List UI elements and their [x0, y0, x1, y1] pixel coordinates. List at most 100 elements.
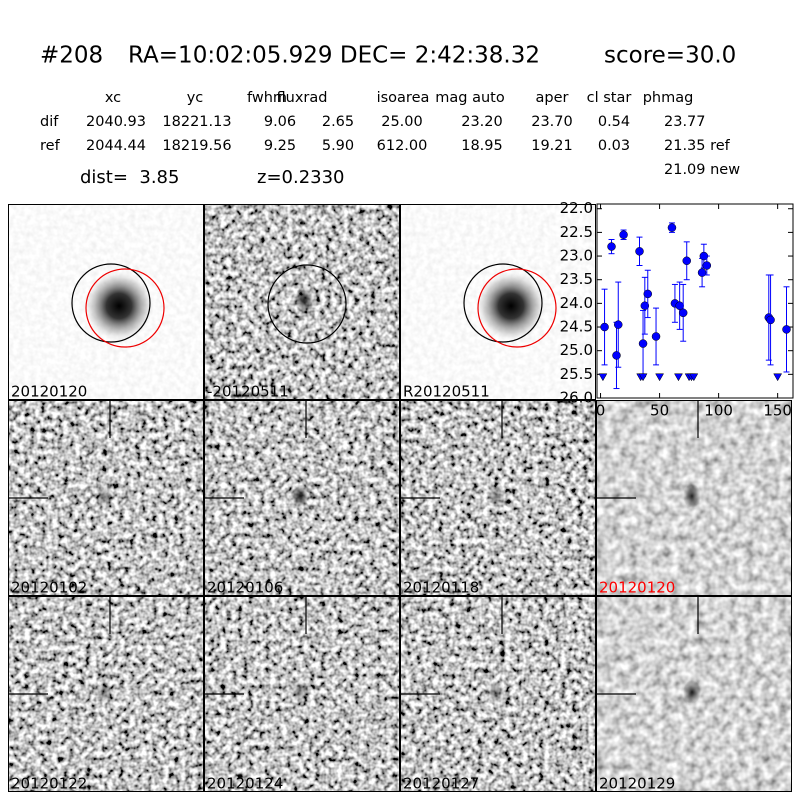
stamp-frame: [596, 596, 792, 792]
phmag-new: 21.09 new: [664, 162, 740, 178]
stamp-label: 20120124: [207, 775, 283, 793]
table-cell: 23.20: [461, 114, 503, 130]
image-stamp: 20120122: [8, 596, 204, 793]
data-point: [638, 339, 648, 348]
image-stamp: 20120106: [204, 400, 400, 597]
upper-limit: [638, 373, 648, 382]
coordinates: RA=10:02:05.929 DEC= 2:42:38.32: [128, 43, 540, 69]
stamp-frame: [204, 400, 400, 596]
image-stamp: 20120129: [596, 596, 792, 793]
table-cell: 18221.13: [162, 114, 231, 130]
redshift: z=0.2330: [257, 167, 345, 188]
stamp-label: R20120511: [403, 383, 490, 401]
image-stamp: 20120118: [400, 400, 596, 597]
y-tick-label: 22.5: [560, 223, 593, 241]
image-stamp: -20120511: [204, 204, 400, 401]
image-stamp: 20120102: [8, 400, 204, 597]
data-point: [600, 322, 609, 332]
stamp-frame: [8, 596, 204, 792]
table-cell: 2044.44: [86, 138, 146, 154]
data-point: [612, 351, 621, 360]
stamp-label: 20120120: [11, 383, 87, 401]
y-tick-label: 24.5: [560, 318, 593, 336]
column-header: mag auto: [435, 90, 505, 106]
stamp-label: 20120106: [207, 579, 283, 597]
data-point: [782, 325, 791, 334]
stamp-label: -20120511: [207, 383, 289, 401]
score: score=30.0: [604, 43, 736, 69]
y-tick-label: 23.0: [560, 247, 593, 265]
data-point: [643, 289, 653, 299]
galaxy: [475, 270, 547, 342]
table-cell: 23.77: [664, 114, 706, 130]
column-header: fluxrad: [277, 90, 328, 106]
aperture-ref: [71, 263, 151, 343]
table-cell: 0.54: [598, 114, 630, 130]
residual: [95, 484, 113, 508]
data-point: [651, 332, 661, 341]
aperture-new: [85, 268, 165, 348]
aperture-new: [477, 268, 557, 348]
data-point: [675, 301, 684, 310]
stamp-frame: [8, 400, 204, 596]
y-tick-label: 25.5: [560, 365, 593, 383]
aperture-ref: [267, 264, 347, 344]
residual: [291, 680, 309, 704]
image-stamp: 20120124: [204, 596, 400, 793]
image-stamp: 20120120: [8, 204, 204, 401]
table-cell: 23.70: [531, 114, 573, 130]
image-stamp: R20120511: [400, 204, 596, 401]
column-header: yc: [187, 90, 204, 106]
table-cell: 9.06: [264, 114, 296, 130]
column-header: aper: [536, 90, 569, 106]
galaxy: [83, 270, 155, 342]
data-point: [619, 230, 628, 240]
upper-limit: [598, 373, 608, 382]
table-cell: 0.03: [598, 138, 630, 154]
residual: [487, 484, 505, 508]
row-label: dif: [40, 114, 59, 130]
stamp-frame: [400, 596, 596, 792]
data-point: [682, 256, 691, 266]
y-tick-label: 25.0: [560, 341, 593, 359]
row-label: ref: [40, 138, 61, 154]
light-curve: 22.0 22.5 23.0 23.5 24.0 24.5 25.0 25.5 26.00 50 1…: [560, 199, 794, 420]
residual: [294, 287, 314, 313]
aperture-ref: [463, 263, 543, 343]
stamp-label: 20120118: [403, 579, 479, 597]
stamp-frame: [596, 400, 792, 596]
stamp-frame: [204, 596, 400, 792]
column-header: xc: [105, 90, 121, 106]
data-point: [667, 223, 677, 232]
x-tick-label: 150: [763, 402, 792, 420]
column-header: fwhm: [247, 90, 287, 106]
column-header: cl star: [587, 90, 632, 106]
upper-limit: [655, 373, 665, 382]
distance: dist= 3.85: [80, 167, 179, 188]
table-cell: 5.90: [322, 138, 354, 154]
table-cell: 25.00: [381, 114, 423, 130]
residual: [95, 680, 113, 704]
plot-area: [596, 203, 794, 399]
stamp-label: 20120129: [599, 775, 675, 793]
y-tick-label: 24.0: [560, 294, 593, 312]
data-point: [678, 308, 688, 318]
y-tick-label: 26.0: [560, 389, 593, 407]
data-point: [766, 315, 775, 325]
upper-limit: [689, 373, 699, 382]
x-tick-label: 50: [650, 402, 669, 420]
residual: [291, 484, 309, 508]
table-cell: 18.95: [461, 138, 503, 154]
candidate-id: #208: [40, 43, 103, 69]
column-header: phmag: [643, 90, 694, 106]
image-stamp: 20120127: [400, 596, 596, 792]
table-cell: 21.35 ref: [664, 138, 731, 154]
stamp-label: 20120122: [11, 775, 87, 793]
residual: [683, 680, 701, 704]
data-point: [640, 301, 650, 310]
y-tick-label: 22.0: [560, 199, 593, 217]
data-point: [635, 247, 644, 256]
stamp-label: 20120102: [11, 579, 87, 597]
stamp-frame: [8, 204, 204, 400]
